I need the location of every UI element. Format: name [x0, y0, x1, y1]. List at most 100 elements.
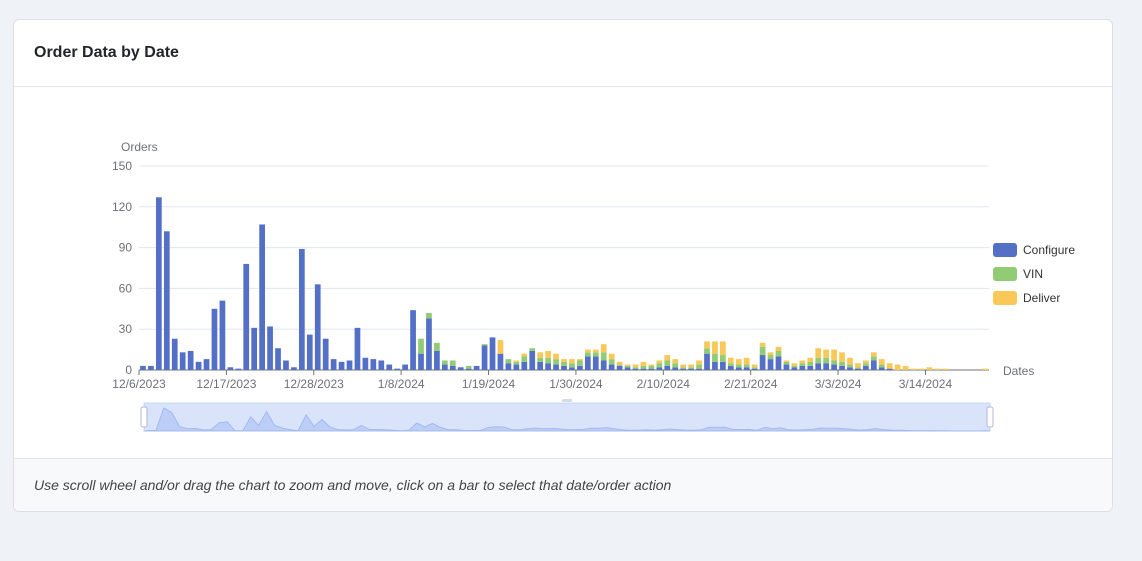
- bar-configure[interactable]: [346, 360, 353, 370]
- bar-deliver[interactable]: [712, 341, 718, 354]
- bar-configure[interactable]: [600, 360, 607, 370]
- bar-configure[interactable]: [306, 334, 313, 370]
- bar-configure[interactable]: [267, 326, 273, 370]
- bar-configure[interactable]: [338, 361, 345, 370]
- bar-deliver[interactable]: [934, 368, 941, 370]
- legend-label-vin[interactable]: VIN: [1023, 267, 1043, 281]
- bar-configure[interactable]: [322, 338, 329, 370]
- bar-configure[interactable]: [831, 364, 837, 370]
- bar-deliver[interactable]: [680, 364, 687, 368]
- bar-deliver[interactable]: [902, 365, 909, 370]
- bar-vin[interactable]: [648, 365, 655, 369]
- bar-vin[interactable]: [624, 365, 631, 368]
- bar-configure[interactable]: [418, 353, 424, 370]
- bar-deliver[interactable]: [886, 363, 893, 369]
- bar-deliver[interactable]: [688, 364, 694, 368]
- bar-configure[interactable]: [807, 365, 814, 370]
- bar-deliver[interactable]: [648, 364, 655, 366]
- bar-vin[interactable]: [434, 342, 440, 351]
- bar-deliver[interactable]: [799, 360, 806, 364]
- bar-configure[interactable]: [759, 355, 766, 370]
- bar-vin[interactable]: [561, 361, 567, 366]
- bar-vin[interactable]: [855, 367, 861, 369]
- bar-configure[interactable]: [577, 365, 583, 370]
- bar-vin[interactable]: [759, 346, 766, 356]
- bar-configure[interactable]: [179, 352, 186, 370]
- bar-vin[interactable]: [600, 352, 607, 361]
- bar-deliver[interactable]: [592, 349, 599, 353]
- bar-deliver[interactable]: [870, 352, 877, 357]
- bar-vin[interactable]: [418, 338, 424, 354]
- bar-deliver[interactable]: [727, 357, 734, 364]
- bar-configure[interactable]: [672, 367, 679, 370]
- bar-configure[interactable]: [410, 310, 416, 370]
- bar-vin[interactable]: [704, 348, 710, 354]
- bar-deliver[interactable]: [735, 359, 742, 365]
- bar-configure[interactable]: [751, 368, 758, 370]
- bar-vin[interactable]: [584, 352, 591, 357]
- bar-configure[interactable]: [291, 367, 297, 370]
- bar-configure[interactable]: [314, 284, 321, 370]
- bar-deliver[interactable]: [831, 349, 837, 361]
- bar-deliver[interactable]: [672, 359, 679, 364]
- bar-vin[interactable]: [449, 360, 456, 366]
- bar-vin[interactable]: [616, 364, 623, 366]
- bar-configure[interactable]: [219, 300, 226, 370]
- bar-vin[interactable]: [577, 360, 583, 366]
- bar-vin[interactable]: [870, 356, 877, 361]
- bar-deliver[interactable]: [783, 360, 790, 362]
- bar-vin[interactable]: [656, 363, 663, 368]
- zoom-handle-right[interactable]: [986, 406, 994, 428]
- bar-configure[interactable]: [608, 364, 615, 370]
- bar-vin[interactable]: [680, 367, 687, 369]
- bar-configure[interactable]: [870, 360, 877, 370]
- bar-configure[interactable]: [847, 367, 853, 370]
- bar-deliver[interactable]: [759, 342, 766, 347]
- bar-configure[interactable]: [481, 345, 488, 370]
- bar-configure[interactable]: [148, 365, 154, 370]
- legend-label-configure[interactable]: Configure: [1023, 243, 1075, 257]
- bar-vin[interactable]: [537, 357, 544, 362]
- bar-configure[interactable]: [140, 365, 146, 370]
- bar-configure[interactable]: [163, 231, 170, 370]
- bar-deliver[interactable]: [791, 363, 798, 366]
- bar-deliver[interactable]: [584, 349, 591, 353]
- bar-vin[interactable]: [553, 359, 559, 365]
- legend-swatch-configure[interactable]: [993, 243, 1017, 257]
- bar-configure[interactable]: [513, 364, 520, 370]
- bar-deliver[interactable]: [656, 360, 663, 364]
- bar-configure[interactable]: [259, 224, 265, 370]
- bar-vin[interactable]: [712, 353, 718, 362]
- bar-deliver[interactable]: [807, 357, 814, 362]
- bar-deliver[interactable]: [767, 352, 774, 356]
- bar-deliver[interactable]: [513, 360, 520, 362]
- bar-configure[interactable]: [688, 368, 694, 370]
- bar-configure[interactable]: [632, 368, 639, 370]
- bar-vin[interactable]: [839, 361, 845, 366]
- bar-configure[interactable]: [156, 197, 162, 370]
- bar-configure[interactable]: [616, 365, 623, 370]
- bar-configure[interactable]: [664, 365, 671, 370]
- bar-vin[interactable]: [426, 312, 432, 319]
- bar-deliver[interactable]: [847, 357, 853, 365]
- bar-deliver[interactable]: [815, 348, 822, 358]
- bar-vin[interactable]: [783, 361, 790, 365]
- bar-configure[interactable]: [537, 361, 544, 370]
- bar-configure[interactable]: [489, 337, 496, 370]
- bar-deliver[interactable]: [839, 352, 845, 362]
- bar-configure[interactable]: [720, 361, 726, 370]
- bar-vin[interactable]: [735, 364, 742, 368]
- bar-deliver[interactable]: [894, 364, 901, 370]
- bar-deliver[interactable]: [982, 368, 988, 370]
- bar-vin[interactable]: [441, 360, 448, 365]
- zoom-selection-window[interactable]: [144, 403, 990, 431]
- bar-configure[interactable]: [545, 363, 551, 370]
- bar-configure[interactable]: [743, 367, 750, 370]
- bar-vin[interactable]: [847, 364, 853, 368]
- bar-configure[interactable]: [696, 368, 702, 370]
- bar-configure[interactable]: [370, 359, 377, 370]
- legend-swatch-vin[interactable]: [993, 267, 1017, 281]
- bar-deliver[interactable]: [569, 359, 575, 364]
- bar-vin[interactable]: [751, 367, 758, 369]
- bar-configure[interactable]: [227, 367, 234, 370]
